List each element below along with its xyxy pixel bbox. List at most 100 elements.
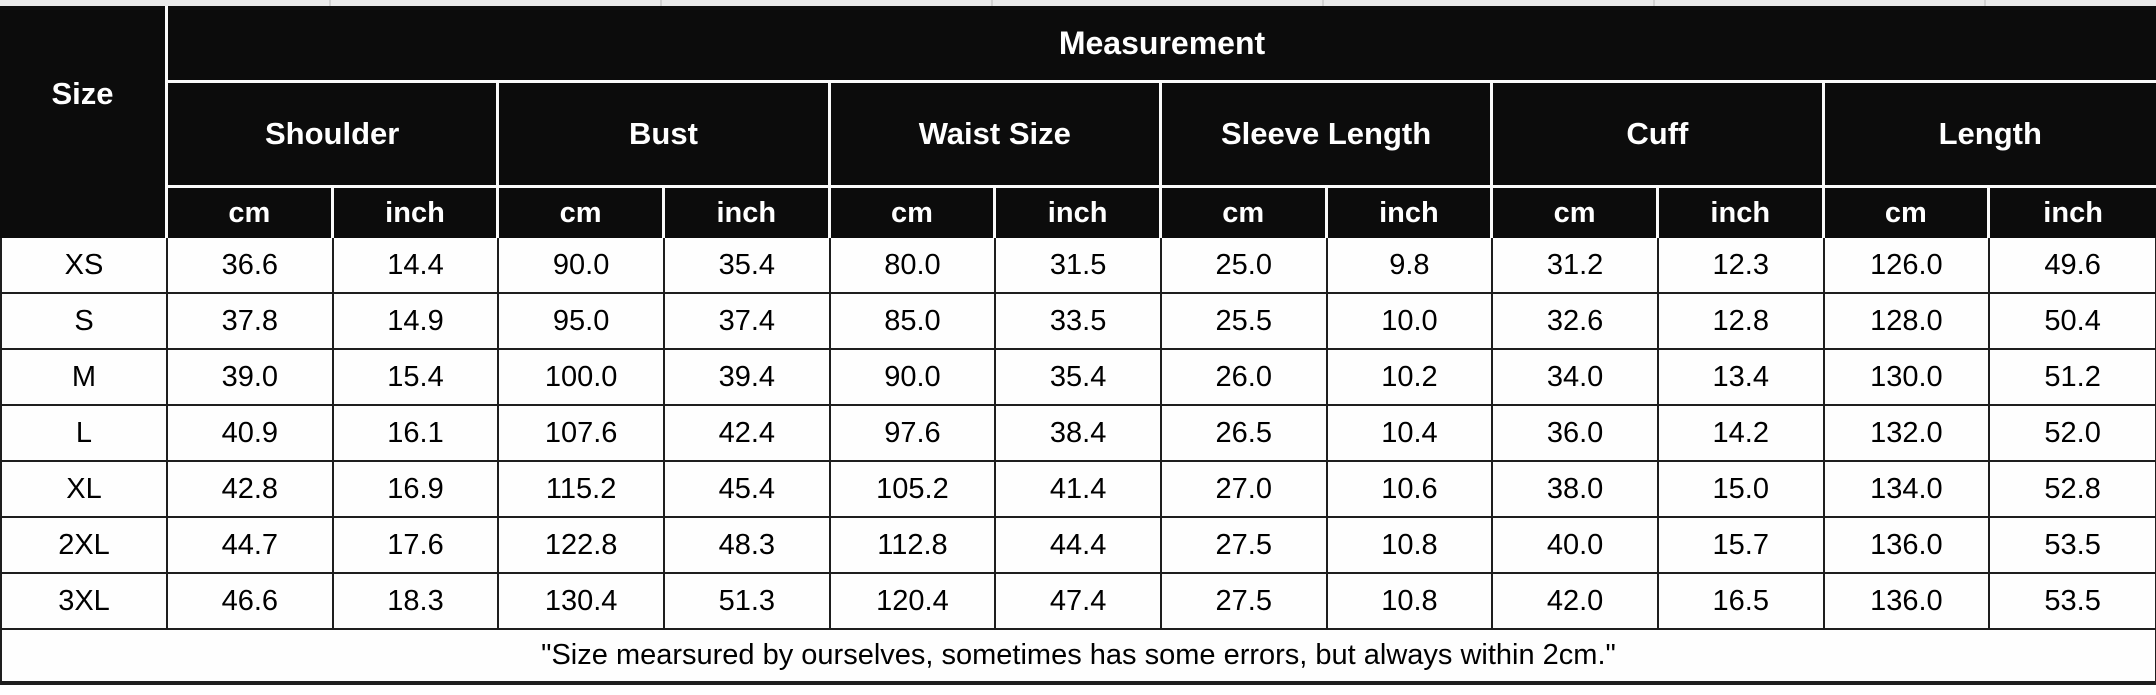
measurement-value-cell: 36.0 — [1493, 406, 1659, 462]
table-row-m: M39.015.4100.039.490.035.426.010.234.013… — [0, 350, 2156, 406]
measurement-value-cell: 31.5 — [996, 238, 1162, 294]
measurement-value-cell: 48.3 — [665, 518, 831, 574]
unit-header-inch: inch — [334, 188, 500, 238]
measurement-value-cell: 41.4 — [996, 462, 1162, 518]
group-header-row: ShoulderBustWaist SizeSleeve LengthCuffL… — [0, 83, 2156, 188]
measurement-value-cell: 42.8 — [168, 462, 334, 518]
measurement-value-cell: 85.0 — [831, 294, 997, 350]
size-row-label: M — [0, 350, 168, 406]
measurement-value-cell: 100.0 — [499, 350, 665, 406]
measurement-value-cell: 12.3 — [1659, 238, 1825, 294]
size-row-label: L — [0, 406, 168, 462]
group-header-cuff: Cuff — [1493, 83, 1824, 188]
measurement-value-cell: 9.8 — [1328, 238, 1494, 294]
measurement-value-cell: 51.3 — [665, 574, 831, 630]
measurement-value-cell: 26.5 — [1162, 406, 1328, 462]
measurement-value-cell: 15.7 — [1659, 518, 1825, 574]
measurement-value-cell: 25.0 — [1162, 238, 1328, 294]
measurement-value-cell: 33.5 — [996, 294, 1162, 350]
measurement-value-cell: 26.0 — [1162, 350, 1328, 406]
size-chart-table: Size Measurement ShoulderBustWaist SizeS… — [0, 6, 2156, 685]
measurement-value-cell: 122.8 — [499, 518, 665, 574]
measurement-value-cell: 136.0 — [1825, 574, 1991, 630]
table-header: Size Measurement ShoulderBustWaist SizeS… — [0, 6, 2156, 238]
measurement-value-cell: 16.9 — [334, 462, 500, 518]
measurement-value-cell: 27.5 — [1162, 574, 1328, 630]
unit-header-inch: inch — [1990, 188, 2156, 238]
measurement-value-cell: 38.4 — [996, 406, 1162, 462]
measurement-value-cell: 45.4 — [665, 462, 831, 518]
table-row-3xl: 3XL46.618.3130.451.3120.447.427.510.842.… — [0, 574, 2156, 630]
unit-header-inch: inch — [665, 188, 831, 238]
measurement-value-cell: 34.0 — [1493, 350, 1659, 406]
size-chart-page: Size Measurement ShoulderBustWaist SizeS… — [0, 0, 2156, 695]
measurement-value-cell: 97.6 — [831, 406, 997, 462]
measurement-value-cell: 10.2 — [1328, 350, 1494, 406]
unit-header-cm: cm — [499, 188, 665, 238]
table-row-s: S37.814.995.037.485.033.525.510.032.612.… — [0, 294, 2156, 350]
size-row-label: XL — [0, 462, 168, 518]
measurement-value-cell: 10.0 — [1328, 294, 1494, 350]
table-row-l: L40.916.1107.642.497.638.426.510.436.014… — [0, 406, 2156, 462]
measurement-value-cell: 17.6 — [334, 518, 500, 574]
measurement-value-cell: 128.0 — [1825, 294, 1991, 350]
footnote-row: "Size mearsured by ourselves, sometimes … — [0, 630, 2156, 685]
measurement-value-cell: 35.4 — [665, 238, 831, 294]
measurement-value-cell: 52.0 — [1990, 406, 2156, 462]
corner-header-size: Size — [0, 6, 168, 238]
measurement-value-cell: 107.6 — [499, 406, 665, 462]
measurement-value-cell: 47.4 — [996, 574, 1162, 630]
measurement-value-cell: 27.0 — [1162, 462, 1328, 518]
measurement-value-cell: 126.0 — [1825, 238, 1991, 294]
measurement-value-cell: 53.5 — [1990, 574, 2156, 630]
unit-header-cm: cm — [1825, 188, 1991, 238]
measurement-value-cell: 49.6 — [1990, 238, 2156, 294]
table-body: XS36.614.490.035.480.031.525.09.831.212.… — [0, 238, 2156, 630]
unit-header-inch: inch — [996, 188, 1162, 238]
footnote-text: "Size mearsured by ourselves, sometimes … — [0, 630, 2156, 685]
group-header-sleeve-length: Sleeve Length — [1162, 83, 1493, 188]
measurement-value-cell: 14.9 — [334, 294, 500, 350]
measurement-header: Measurement — [168, 6, 2156, 83]
table-row-xl: XL42.816.9115.245.4105.241.427.010.638.0… — [0, 462, 2156, 518]
measurement-value-cell: 53.5 — [1990, 518, 2156, 574]
measurement-value-cell: 14.4 — [334, 238, 500, 294]
measurement-value-cell: 39.4 — [665, 350, 831, 406]
size-row-label: 3XL — [0, 574, 168, 630]
unit-header-cm: cm — [1162, 188, 1328, 238]
measurement-value-cell: 44.7 — [168, 518, 334, 574]
group-header-bust: Bust — [499, 83, 830, 188]
measurement-value-cell: 10.8 — [1328, 574, 1494, 630]
measurement-value-cell: 120.4 — [831, 574, 997, 630]
table-row-2xl: 2XL44.717.6122.848.3112.844.427.510.840.… — [0, 518, 2156, 574]
table-footer: "Size mearsured by ourselves, sometimes … — [0, 630, 2156, 685]
measurement-value-cell: 10.8 — [1328, 518, 1494, 574]
measurement-value-cell: 16.5 — [1659, 574, 1825, 630]
measurement-value-cell: 130.4 — [499, 574, 665, 630]
table-row-xs: XS36.614.490.035.480.031.525.09.831.212.… — [0, 238, 2156, 294]
measurement-value-cell: 37.4 — [665, 294, 831, 350]
measurement-value-cell: 15.4 — [334, 350, 500, 406]
measurement-value-cell: 13.4 — [1659, 350, 1825, 406]
measurement-value-cell: 46.6 — [168, 574, 334, 630]
measurement-value-cell: 105.2 — [831, 462, 997, 518]
measurement-value-cell: 132.0 — [1825, 406, 1991, 462]
measurement-value-cell: 136.0 — [1825, 518, 1991, 574]
measurement-value-cell: 14.2 — [1659, 406, 1825, 462]
unit-header-inch: inch — [1328, 188, 1494, 238]
measurement-value-cell: 15.0 — [1659, 462, 1825, 518]
measurement-value-cell: 115.2 — [499, 462, 665, 518]
unit-header-row: cminchcminchcminchcminchcminchcminch — [0, 188, 2156, 238]
measurement-value-cell: 51.2 — [1990, 350, 2156, 406]
size-row-label: S — [0, 294, 168, 350]
unit-header-cm: cm — [831, 188, 997, 238]
measurement-value-cell: 134.0 — [1825, 462, 1991, 518]
measurement-value-cell: 42.4 — [665, 406, 831, 462]
measurement-value-cell: 37.8 — [168, 294, 334, 350]
measurement-value-cell: 35.4 — [996, 350, 1162, 406]
measurement-value-cell: 42.0 — [1493, 574, 1659, 630]
measurement-value-cell: 36.6 — [168, 238, 334, 294]
measurement-value-cell: 10.6 — [1328, 462, 1494, 518]
measurement-value-cell: 16.1 — [334, 406, 500, 462]
measurement-value-cell: 95.0 — [499, 294, 665, 350]
